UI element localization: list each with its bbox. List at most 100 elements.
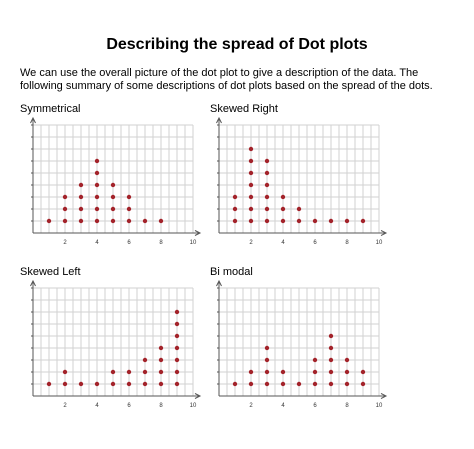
data-dot — [78, 381, 84, 387]
data-dot — [142, 369, 148, 375]
x-tick-label: 6 — [127, 240, 131, 246]
data-dot — [46, 218, 52, 224]
x-tick-label: 4 — [95, 403, 99, 409]
data-dot — [328, 381, 334, 387]
data-dot — [174, 333, 180, 339]
data-dot — [78, 194, 84, 200]
data-dot — [280, 194, 286, 200]
x-axis-arrow — [194, 393, 202, 399]
data-dot — [62, 194, 68, 200]
data-dot — [296, 218, 302, 224]
data-dot — [280, 206, 286, 212]
x-tick-label: 2 — [63, 240, 67, 246]
x-tick-label: 6 — [127, 403, 131, 409]
data-dot — [248, 218, 254, 224]
symmetrical-label: Symmetrical — [20, 103, 81, 115]
x-tick-label: 8 — [159, 240, 163, 246]
data-dot — [248, 369, 254, 375]
data-dot — [344, 357, 350, 363]
data-dot — [248, 170, 254, 176]
data-dot — [126, 369, 132, 375]
x-tick-label: 4 — [281, 240, 285, 246]
data-dot — [312, 381, 318, 387]
bi-modal-label: Bi modal — [210, 266, 253, 278]
data-dot — [158, 357, 164, 363]
data-dot — [126, 194, 132, 200]
data-dot — [280, 218, 286, 224]
data-dot — [328, 345, 334, 351]
data-dot — [360, 381, 366, 387]
data-dot — [62, 369, 68, 375]
data-dot — [94, 158, 100, 164]
data-dot — [158, 345, 164, 351]
data-dot — [248, 158, 254, 164]
skewed-right-label: Skewed Right — [210, 103, 278, 115]
data-dot — [62, 381, 68, 387]
data-dot — [312, 218, 318, 224]
data-dot — [344, 381, 350, 387]
x-tick-label: 2 — [249, 403, 253, 409]
data-dot — [232, 218, 238, 224]
data-dot — [328, 333, 334, 339]
data-dot — [264, 170, 270, 176]
data-dot — [110, 381, 116, 387]
x-axis-arrow — [380, 230, 388, 236]
data-dot — [94, 218, 100, 224]
data-dot — [296, 381, 302, 387]
data-dot — [78, 218, 84, 224]
data-dot — [46, 381, 52, 387]
data-dot — [174, 345, 180, 351]
data-dot — [360, 369, 366, 375]
data-dot — [174, 369, 180, 375]
data-dot — [264, 218, 270, 224]
data-dot — [126, 218, 132, 224]
data-dot — [248, 194, 254, 200]
data-dot — [94, 206, 100, 212]
data-dot — [232, 194, 238, 200]
x-tick-label: 10 — [376, 403, 383, 409]
data-dot — [280, 369, 286, 375]
data-dot — [126, 381, 132, 387]
data-dot — [296, 206, 302, 212]
x-tick-label: 6 — [313, 240, 317, 246]
data-dot — [142, 218, 148, 224]
data-dot — [248, 146, 254, 152]
x-tick-label: 10 — [190, 240, 197, 246]
skewed-right-dot-plot: 2 4 6 8 10 — [216, 116, 388, 246]
data-dot — [174, 309, 180, 315]
x-tick-label: 8 — [159, 403, 163, 409]
data-dot — [360, 218, 366, 224]
data-dot — [264, 182, 270, 188]
data-dot — [78, 182, 84, 188]
data-dot — [264, 158, 270, 164]
bi-modal-dot-plot: 2 4 6 8 10 — [216, 279, 388, 409]
x-tick-label: 4 — [281, 403, 285, 409]
data-dot — [328, 218, 334, 224]
x-tick-label: 10 — [376, 240, 383, 246]
data-dot — [126, 206, 132, 212]
x-tick-label: 6 — [313, 403, 317, 409]
y-axis-arrow — [30, 116, 36, 124]
x-tick-label: 8 — [345, 403, 349, 409]
y-axis-arrow — [216, 279, 222, 287]
data-dot — [328, 369, 334, 375]
data-dot — [264, 345, 270, 351]
x-tick-label: 2 — [63, 403, 67, 409]
data-dot — [344, 369, 350, 375]
x-axis-arrow — [380, 393, 388, 399]
data-dot — [174, 381, 180, 387]
data-dot — [264, 206, 270, 212]
data-dot — [94, 194, 100, 200]
data-dot — [312, 369, 318, 375]
data-dot — [248, 182, 254, 188]
data-dot — [232, 381, 238, 387]
skewed-left-dot-plot: 2 4 6 8 10 — [30, 279, 202, 409]
data-dot — [312, 357, 318, 363]
data-dot — [264, 381, 270, 387]
data-dot — [280, 381, 286, 387]
data-dot — [94, 381, 100, 387]
data-dot — [158, 218, 164, 224]
data-dot — [110, 206, 116, 212]
data-dot — [110, 369, 116, 375]
